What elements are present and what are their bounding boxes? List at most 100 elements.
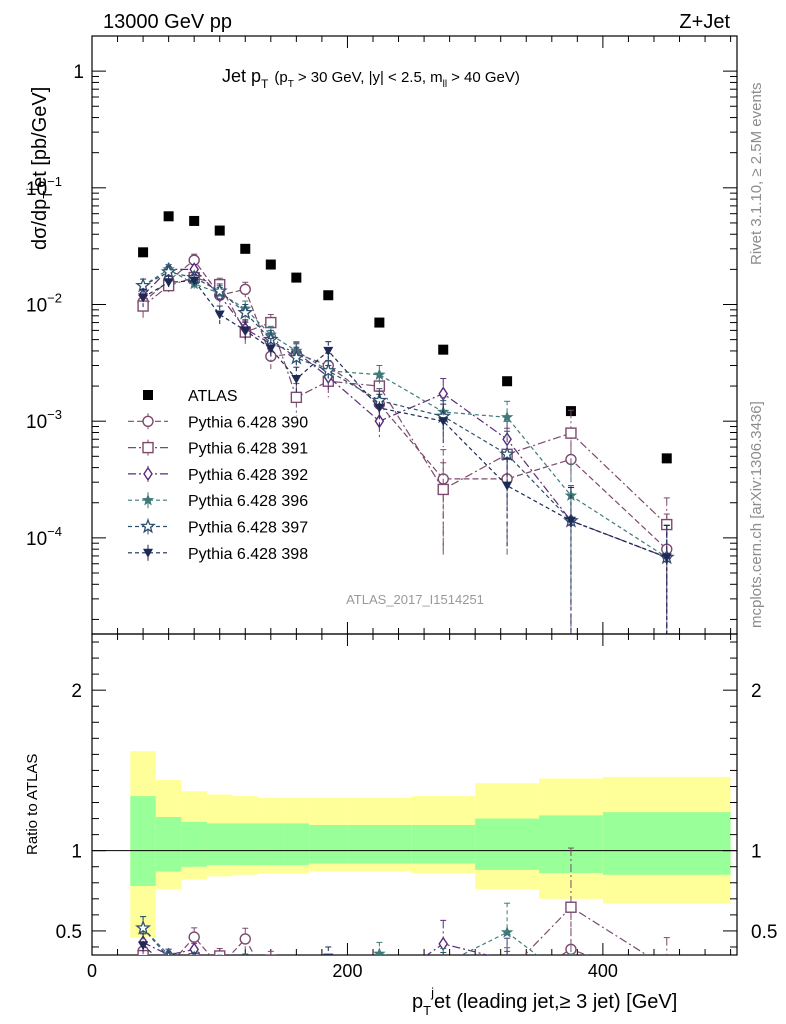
marker-diamond: [216, 960, 224, 972]
x-axis-label: pTjet (leading jet,≥ 3 jet) [GeV]: [412, 985, 677, 1018]
ratio-y-tick-label: 1: [71, 842, 82, 863]
marker-triangle: [374, 977, 384, 986]
uncertainty-band-inner: [258, 823, 284, 866]
marker-star-open: [499, 445, 516, 462]
marker-square-open: [214, 950, 226, 955]
plot-title: Jet pT (pT > 30 GeV, |y| < 2.5, mll > 40 Ge…: [222, 66, 520, 91]
marker-square: [291, 272, 302, 283]
legend-label: Pythia 6.428 396: [188, 493, 308, 510]
legend-label: Pythia 6.428 392: [188, 467, 308, 484]
ratio-panel: 0 200 400 2 2 1 1 0.5 0.5: [56, 633, 777, 1001]
marker-star-open: [320, 362, 337, 378]
marker-circle: [142, 415, 154, 427]
ratio-y-tick-label-right: 0.5: [751, 922, 777, 943]
y-tick-label: 10−1: [26, 174, 62, 200]
marker-triangle: [502, 481, 513, 491]
header-left: 13000 GeV pp: [103, 11, 232, 33]
marker-diamond: [324, 973, 332, 985]
marker-square: [143, 390, 153, 400]
ratio-series-5: [135, 916, 513, 984]
marker-star-open: [219, 954, 220, 955]
main-panel: 1 10−1 10−2 10−3 10−4: [26, 35, 738, 955]
marker-square-open: [565, 901, 577, 913]
y-tick-label: 10−4: [26, 524, 62, 550]
legend-label: Pythia 6.428 391: [188, 441, 308, 458]
legend-item: Pythia 6.428 397: [128, 518, 308, 537]
marker-triangle: [565, 516, 576, 526]
rivet-label: Rivet 3.1.10, ≥ 2.5M events: [748, 83, 765, 266]
legend-label: ATLAS: [188, 388, 238, 405]
marker-star-open: [290, 972, 302, 984]
uncertainty-band-inner: [130, 796, 156, 886]
y-tick-label: 1: [73, 62, 84, 83]
marker-square-open: [374, 960, 384, 970]
uncertainty-band-inner: [155, 816, 182, 872]
uncertainty-band-inner: [347, 824, 412, 864]
marker-square: [163, 211, 174, 222]
marker-star: [565, 974, 577, 986]
marker-circle: [266, 980, 276, 990]
marker-circle: [239, 283, 251, 295]
marker-square: [438, 344, 449, 355]
marker-circle: [374, 974, 384, 984]
marker-square-open: [240, 975, 250, 985]
marker-circle: [291, 970, 301, 980]
marker-square-open: [164, 965, 174, 975]
marker-square-open: [502, 968, 512, 978]
marker-square-open: [291, 991, 301, 1001]
marker-triangle: [240, 326, 251, 336]
y-tick-label: 10−3: [26, 407, 62, 433]
legend-item: Pythia 6.428 390: [128, 413, 308, 431]
main-frame: [91, 35, 738, 635]
marker-square: [502, 376, 513, 387]
legend-label: Pythia 6.428 397: [188, 520, 308, 537]
legend-item: ATLAS: [143, 388, 238, 405]
marker-star: [265, 965, 277, 977]
series-6: [138, 274, 672, 634]
marker-square-open: [437, 483, 449, 496]
marker-triangle: [266, 977, 276, 986]
marker-star: [188, 958, 200, 970]
marker-star-open: [211, 282, 228, 299]
marker-star: [437, 958, 449, 970]
marker-square: [189, 215, 200, 226]
marker-circle: [662, 979, 672, 989]
header-right: Z+Jet: [679, 11, 730, 33]
ratio-y-axis-label: Ratio to ATLAS: [24, 754, 41, 855]
marker-star-open: [501, 967, 513, 979]
marker-triangle: [138, 293, 149, 303]
marker-triangle: [164, 964, 174, 973]
uncertainty-band-inner: [539, 815, 603, 874]
marker-triangle: [143, 548, 153, 558]
y-tick-label: 10−2: [26, 290, 62, 316]
marker-triangle: [189, 276, 200, 286]
marker-square: [661, 453, 672, 464]
marker-triangle: [323, 346, 334, 356]
marker-square-open: [142, 441, 154, 454]
marker-star: [500, 925, 514, 938]
marker-star-open: [140, 518, 156, 534]
marker-star-open: [265, 968, 277, 980]
x-tick-label: 0: [87, 961, 97, 981]
marker-triangle: [265, 344, 276, 354]
legend-label: Pythia 6.428 390: [188, 414, 308, 431]
marker-star-open: [135, 277, 152, 293]
marker-square: [265, 259, 276, 270]
marker-square: [323, 290, 334, 301]
x-tick-label: 200: [332, 961, 362, 981]
marker-square-open: [565, 427, 577, 439]
marker-triangle: [214, 310, 225, 320]
marker-diamond: [267, 972, 275, 984]
marker-diamond: [375, 982, 383, 994]
marker-diamond: [143, 466, 153, 482]
marker-triangle: [438, 968, 448, 977]
ratio-y-tick-label: 2: [71, 681, 82, 702]
marker-star-open: [239, 959, 251, 971]
marker-star: [373, 368, 386, 380]
marker-square: [240, 243, 251, 254]
uncertainty-band-inner: [411, 824, 476, 864]
marker-triangle: [215, 977, 225, 986]
ratio-y-tick-label-right: 2: [751, 681, 762, 702]
uncertainty-band-inner: [309, 824, 348, 864]
